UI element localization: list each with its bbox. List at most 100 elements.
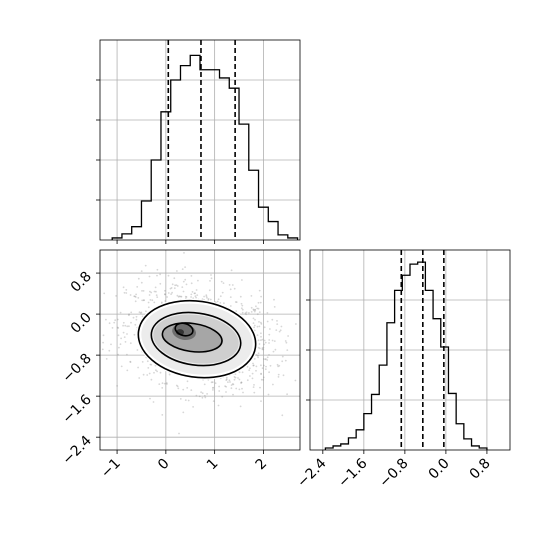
scatter-point (164, 300, 167, 302)
scatter-point (129, 361, 132, 363)
scatter-point (114, 319, 117, 322)
scatter-point (240, 381, 243, 384)
scatter-point (240, 381, 243, 384)
scatter-point (141, 290, 143, 292)
scatter-point (284, 359, 287, 362)
scatter-point (250, 295, 253, 297)
scatter-point (150, 363, 153, 366)
scatter-point (175, 284, 178, 286)
scatter-point (254, 318, 256, 321)
scatter-point (252, 362, 254, 365)
scatter-point (143, 299, 145, 301)
scatter-point (182, 411, 185, 414)
scatter-point (142, 290, 145, 292)
axes-frame (99, 39, 301, 241)
scatter-point (273, 298, 275, 301)
scatter-point (263, 339, 266, 342)
scatter-point (252, 322, 255, 324)
scatter-point (155, 369, 157, 372)
scatter-point (198, 395, 201, 398)
scatter-point (210, 277, 213, 280)
scatter-point (277, 376, 280, 378)
scatter-point (156, 274, 158, 277)
scatter-point (257, 307, 260, 310)
scatter-point (142, 299, 145, 302)
scatter-point (259, 386, 261, 389)
x-tick-label: −0.8 (376, 456, 411, 491)
scatter-point (187, 399, 190, 402)
scatter-point (170, 287, 173, 289)
scatter-point (146, 374, 149, 376)
scatter-point (209, 280, 211, 282)
scatter-point (176, 385, 179, 388)
scatter-point (124, 341, 127, 343)
scatter-point (254, 308, 256, 311)
scatter-point (184, 266, 187, 268)
scatter-point (252, 364, 255, 367)
scatter-point (257, 346, 260, 349)
scatter-point (137, 297, 140, 299)
scatter-point (140, 311, 143, 314)
scatter-point (265, 358, 267, 360)
scatter-point (258, 343, 261, 345)
scatter-point (286, 349, 289, 351)
scatter-point (219, 295, 222, 298)
scatter-point (164, 289, 166, 292)
scatter-point (201, 396, 204, 399)
scatter-point (155, 290, 157, 293)
scatter-point (255, 305, 257, 308)
scatter-point (183, 252, 185, 254)
scatter-point (105, 318, 107, 321)
scatter-point (280, 325, 283, 328)
scatter-point (268, 371, 270, 374)
scatter-point (238, 388, 241, 391)
scatter-point (159, 273, 162, 276)
scatter-point (260, 335, 262, 338)
histogram-step-line (324, 261, 488, 450)
scatter-point (206, 393, 209, 395)
scatter-point (203, 295, 206, 298)
scatter-point (135, 318, 138, 321)
scatter-point (200, 391, 203, 394)
joint-density-panel: −1 0 1 2 −2.4 −1.6 −0.8 0.0 0.8 (59, 249, 301, 482)
scatter-point (219, 302, 222, 304)
scatter-point (161, 387, 164, 389)
scatter-point (212, 387, 214, 389)
scatter-point (271, 339, 274, 342)
scatter-point (153, 371, 155, 374)
scatter-point (245, 311, 248, 314)
scatter-point (261, 347, 264, 350)
scatter-point (228, 284, 231, 286)
scatter-point (268, 333, 271, 336)
contour-line (174, 322, 194, 337)
scatter-point (204, 396, 207, 399)
scatter-point (165, 382, 168, 384)
scatter-point (251, 377, 254, 380)
scatter-point (194, 295, 197, 298)
scatter-point (159, 371, 162, 374)
scatter-point (266, 359, 269, 361)
scatter-point (173, 277, 176, 280)
scatter-point (262, 346, 265, 349)
scatter-point (233, 287, 236, 290)
scatter-point (205, 295, 208, 298)
scatter-point (256, 334, 259, 336)
scatter-point (225, 379, 228, 381)
scatter-point (253, 358, 256, 360)
scatter-point (155, 294, 158, 297)
scatter-point (233, 376, 236, 378)
scatter-point (125, 289, 128, 291)
scatter-point (285, 341, 288, 344)
scatter-point (115, 295, 117, 297)
scatter-point (156, 370, 159, 373)
x-tick-label: 0 (155, 456, 173, 474)
scatter-point (170, 293, 173, 295)
scatter-point (144, 264, 147, 267)
scatter-point (164, 293, 166, 295)
scatter-point (253, 391, 256, 394)
scatter-point (232, 383, 235, 386)
x-tick-label: −1 (98, 456, 124, 482)
y-tick-label: −0.8 (59, 351, 94, 386)
y-tick-label: 0.0 (68, 310, 95, 337)
